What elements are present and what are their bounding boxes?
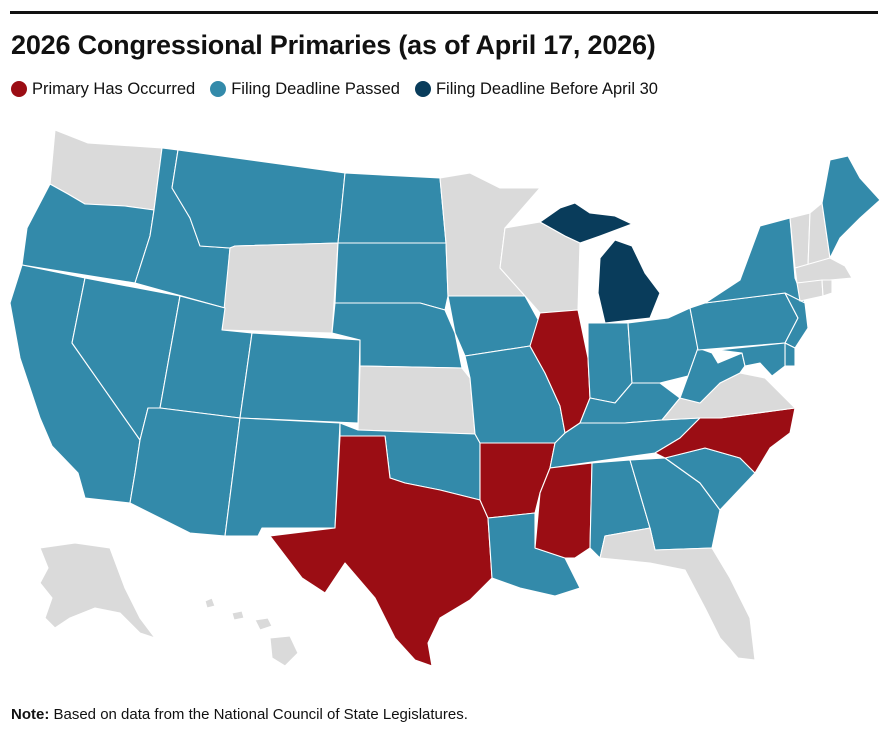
state-maine[interactable] [821,155,881,259]
state-hawaii-4[interactable] [269,635,299,667]
state-rhode-island[interactable] [821,279,833,297]
top-rule [10,11,878,14]
legend-label-filing-before-april: Filing Deadline Before April 30 [435,79,658,98]
us-map [9,129,881,667]
state-colorado[interactable] [239,332,361,424]
state-hawaii-1[interactable] [204,597,216,609]
legend-swatch-filing-before-april [414,81,431,97]
state-hawaii-2[interactable] [231,610,245,621]
footnote-text: Based on data from the National Council … [49,706,468,723]
legend-item-filing-passed: Filing Deadline Passed [210,80,400,99]
state-new-mexico[interactable] [224,417,341,537]
page-title: 2026 Congressional Primaries (as of Apri… [11,30,656,60]
state-wyoming[interactable] [221,242,339,334]
state-michigan-upper[interactable] [539,202,633,244]
legend-label-filing-passed: Filing Deadline Passed [231,79,400,98]
state-north-dakota[interactable] [337,172,447,244]
legend: Primary Has Occurred Filing Deadline Pas… [11,78,673,100]
state-alaska[interactable] [39,542,156,639]
footnote-label: Note: [11,706,50,723]
state-louisiana[interactable] [487,512,581,597]
footnote: Note: Based on data from the National Co… [11,706,468,723]
legend-item-filing-before-april: Filing Deadline Before April 30 [414,79,658,99]
state-maryland[interactable] [717,342,786,377]
legend-item-primary-occurred: Primary Has Occurred [11,80,195,99]
state-south-dakota[interactable] [334,242,449,311]
state-arizona[interactable] [129,407,241,537]
state-north-carolina[interactable] [654,407,796,474]
state-florida[interactable] [599,527,756,661]
state-kansas[interactable] [357,365,476,435]
state-michigan-lower[interactable] [597,239,661,324]
legend-swatch-filing-passed [210,81,227,97]
state-pennsylvania[interactable] [689,292,799,351]
state-connecticut[interactable] [796,279,824,302]
legend-swatch-primary-occurred [11,81,27,97]
state-montana[interactable] [171,149,346,249]
state-texas[interactable] [269,435,493,667]
state-hawaii-3[interactable] [254,617,273,631]
legend-label-primary-occurred: Primary Has Occurred [32,79,196,98]
